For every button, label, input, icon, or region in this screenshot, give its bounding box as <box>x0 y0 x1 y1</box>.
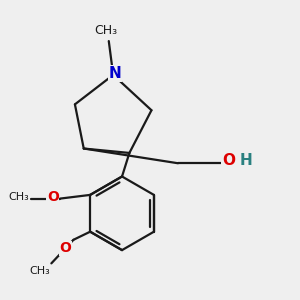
Text: O: O <box>47 190 59 204</box>
Text: O: O <box>59 241 71 255</box>
Text: O: O <box>222 153 235 168</box>
Text: H: H <box>240 153 253 168</box>
Text: CH₃: CH₃ <box>29 266 50 276</box>
Text: CH₃: CH₃ <box>8 192 29 202</box>
Text: N: N <box>108 66 121 81</box>
Text: CH₃: CH₃ <box>94 24 117 37</box>
